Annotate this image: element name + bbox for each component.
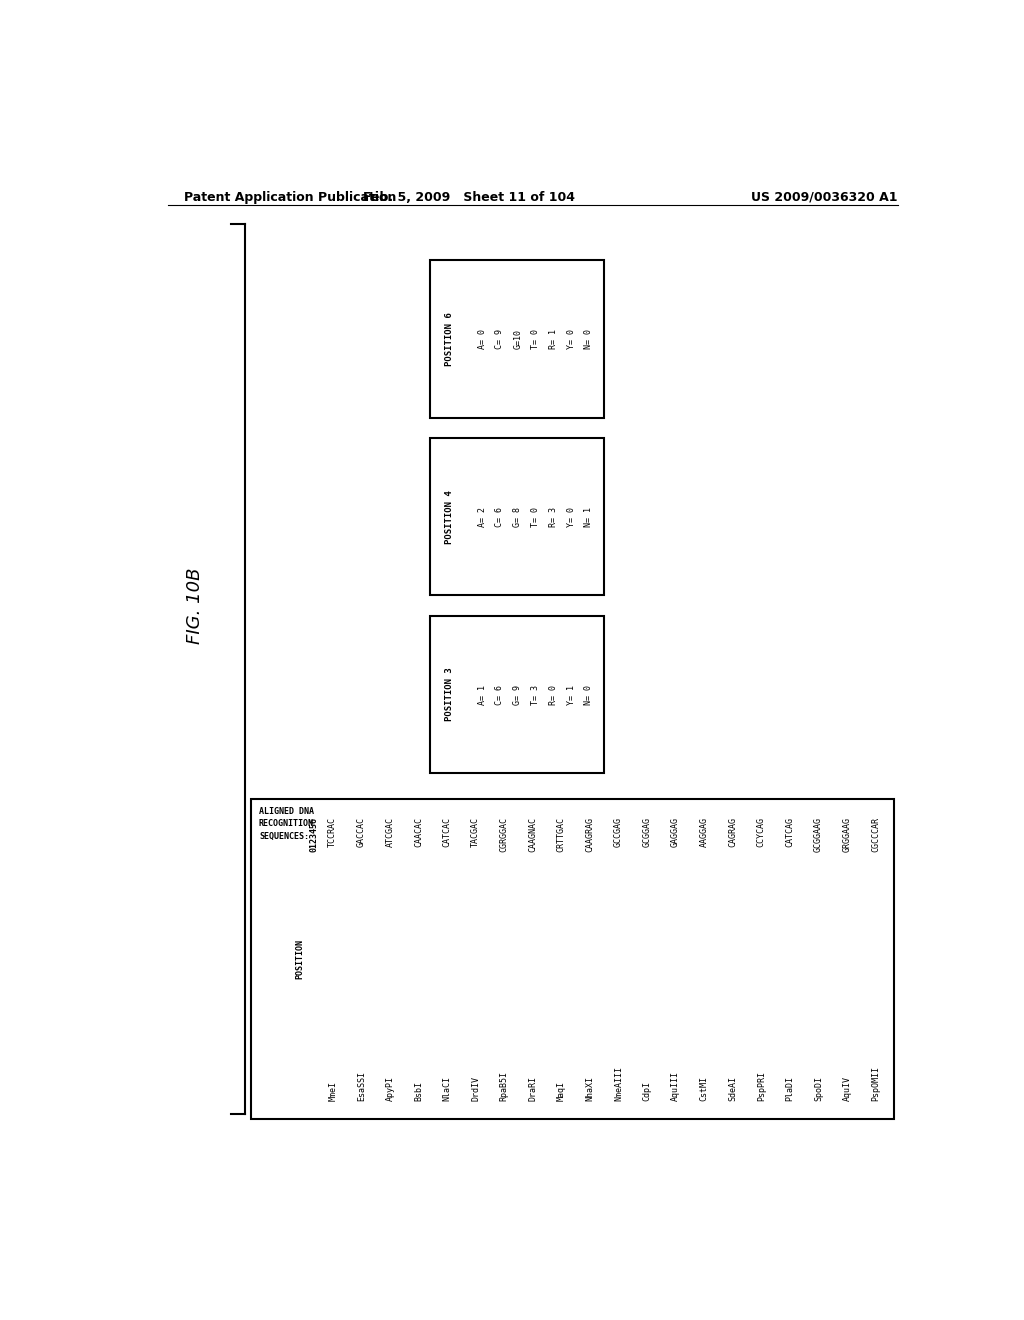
Text: DrdIV: DrdIV: [471, 1076, 480, 1101]
Text: POSITION 6: POSITION 6: [444, 312, 454, 366]
Text: R= 0: R= 0: [549, 685, 558, 705]
Text: RpaB5I: RpaB5I: [500, 1071, 509, 1101]
Text: C= 9: C= 9: [496, 329, 505, 348]
Text: CstMI: CstMI: [699, 1076, 709, 1101]
Text: N= 0: N= 0: [585, 329, 594, 348]
Text: NhaXI: NhaXI: [586, 1076, 594, 1101]
Text: BsbI: BsbI: [414, 1081, 423, 1101]
Text: POSITION: POSITION: [296, 939, 305, 979]
Text: A= 1: A= 1: [477, 685, 486, 705]
Text: PspPRI: PspPRI: [757, 1071, 766, 1101]
Text: Y= 0: Y= 0: [566, 329, 575, 348]
Text: T= 3: T= 3: [531, 685, 540, 705]
FancyBboxPatch shape: [430, 260, 604, 417]
Text: SpoDI: SpoDI: [814, 1076, 823, 1101]
Text: AquIV: AquIV: [843, 1076, 852, 1101]
Text: GACCAC: GACCAC: [356, 817, 366, 847]
Text: POSITION 4: POSITION 4: [444, 490, 454, 544]
Text: C= 6: C= 6: [496, 507, 505, 527]
Text: N= 1: N= 1: [585, 507, 594, 527]
Text: FIG. 10B: FIG. 10B: [186, 568, 205, 644]
Text: ATCGAC: ATCGAC: [385, 817, 394, 847]
Text: CAGRAG: CAGRAG: [728, 817, 737, 847]
Text: POSITION 3: POSITION 3: [444, 668, 454, 722]
Text: A= 0: A= 0: [477, 329, 486, 348]
Text: C= 6: C= 6: [496, 685, 505, 705]
Text: CGRGGAC: CGRGGAC: [500, 817, 509, 851]
Text: CCYCAG: CCYCAG: [757, 817, 766, 847]
Text: SdeAI: SdeAI: [728, 1076, 737, 1101]
Text: CAAGNAC: CAAGNAC: [528, 817, 538, 851]
Text: N= 0: N= 0: [585, 685, 594, 705]
Text: PlaDI: PlaDI: [785, 1076, 795, 1101]
Text: CRTTGAC: CRTTGAC: [557, 817, 566, 851]
Text: GCGGAG: GCGGAG: [642, 817, 651, 847]
FancyBboxPatch shape: [251, 799, 894, 1119]
Text: US 2009/0036320 A1: US 2009/0036320 A1: [752, 191, 898, 203]
Text: CAACAC: CAACAC: [414, 817, 423, 847]
Text: R= 3: R= 3: [549, 507, 558, 527]
Text: TCCRAC: TCCRAC: [329, 817, 337, 847]
Text: DraRI: DraRI: [528, 1076, 538, 1101]
Text: CATCAG: CATCAG: [785, 817, 795, 847]
Text: GCGGAAG: GCGGAAG: [814, 817, 823, 851]
Text: 0123456: 0123456: [310, 817, 319, 851]
Text: GCCGAG: GCCGAG: [614, 817, 623, 847]
Text: PspOMII: PspOMII: [871, 1065, 880, 1101]
Text: GRGGAAG: GRGGAAG: [843, 817, 852, 851]
Text: TACGAC: TACGAC: [471, 817, 480, 847]
Text: CAAGRAG: CAAGRAG: [586, 817, 594, 851]
Text: CGCCCAR: CGCCCAR: [871, 817, 880, 851]
Text: Y= 1: Y= 1: [566, 685, 575, 705]
Text: MmeI: MmeI: [329, 1081, 337, 1101]
FancyBboxPatch shape: [430, 438, 604, 595]
Text: ALIGNED DNA
RECOGNITION
SEQUENCES:: ALIGNED DNA RECOGNITION SEQUENCES:: [259, 807, 314, 841]
Text: AAGGAG: AAGGAG: [699, 817, 709, 847]
Text: G= 9: G= 9: [513, 685, 522, 705]
Text: CATCAC: CATCAC: [442, 817, 452, 847]
Text: Patent Application Publication: Patent Application Publication: [183, 191, 396, 203]
Text: AquIII: AquIII: [671, 1071, 680, 1101]
Text: CdpI: CdpI: [642, 1081, 651, 1101]
Text: EsaSSI: EsaSSI: [356, 1071, 366, 1101]
Text: MaqI: MaqI: [557, 1081, 566, 1101]
Text: NmeAIII: NmeAIII: [614, 1065, 623, 1101]
Text: GAGGAG: GAGGAG: [671, 817, 680, 847]
Text: R= 1: R= 1: [549, 329, 558, 348]
Text: G=10: G=10: [513, 329, 522, 348]
Text: A= 2: A= 2: [477, 507, 486, 527]
Text: ApyPI: ApyPI: [385, 1076, 394, 1101]
Text: T= 0: T= 0: [531, 507, 540, 527]
Text: T= 0: T= 0: [531, 329, 540, 348]
Text: NlaCI: NlaCI: [442, 1076, 452, 1101]
Text: Y= 0: Y= 0: [566, 507, 575, 527]
Text: Feb. 5, 2009   Sheet 11 of 104: Feb. 5, 2009 Sheet 11 of 104: [364, 191, 575, 203]
FancyBboxPatch shape: [430, 615, 604, 774]
Text: G= 8: G= 8: [513, 507, 522, 527]
